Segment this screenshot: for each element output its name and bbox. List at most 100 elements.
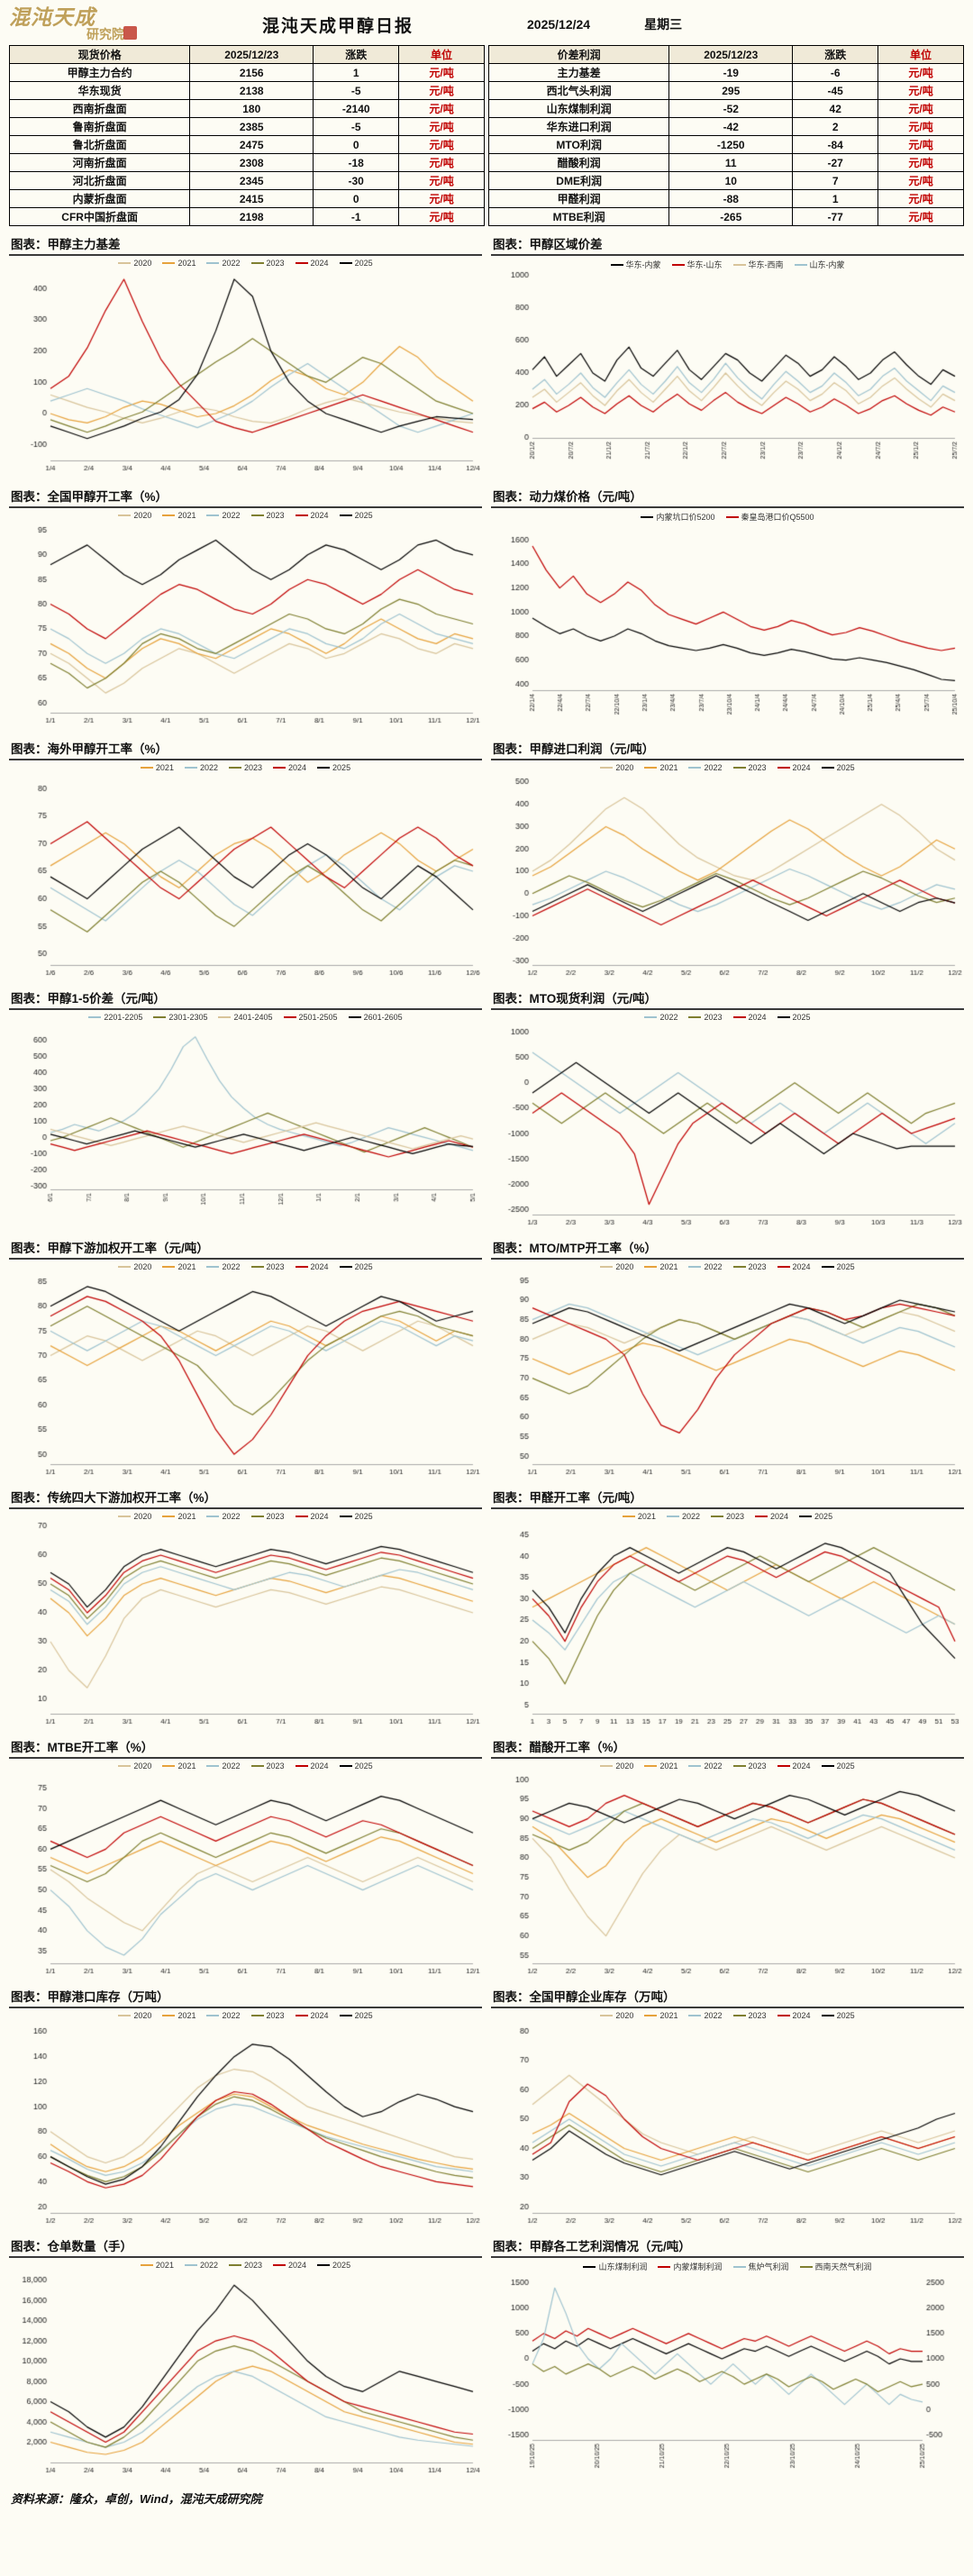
chart-title: 图表：甲醇主力基差 (9, 232, 482, 256)
chart-block-5: 图表：海外甲醇开工率（%） 2021 2022 2023 2024 2025 (9, 736, 482, 981)
unit-cell: 元/吨 (878, 63, 964, 82)
table-header-cell: 2025/12/23 (668, 45, 794, 64)
legend-marker-icon (777, 767, 790, 769)
legend-label: 2024 (310, 1761, 329, 1770)
company-logo: 混沌天成 研究院 (9, 7, 212, 42)
legend-label: 2024 (288, 2261, 307, 2270)
legend-item: 2025 (821, 2011, 855, 2020)
legend-item: 2020 (118, 1512, 151, 1521)
legend-marker-icon (218, 1016, 232, 1018)
report-weekday: 星期三 (644, 17, 683, 32)
chart-canvas (9, 1271, 482, 1480)
value-cell: 1 (313, 63, 400, 82)
value-cell: 10 (668, 171, 794, 190)
legend-marker-icon (273, 767, 286, 769)
legend-item: 2020 (118, 2011, 151, 2020)
chart-canvas (491, 270, 964, 479)
legend-item: 2024 (777, 1761, 811, 1770)
legend-marker-icon (140, 767, 153, 769)
value-cell: -5 (313, 117, 400, 136)
legend-marker-icon (777, 1266, 790, 1268)
legend-label: 2025 (332, 763, 351, 772)
chart-block-2: 图表：甲醇区域价差 华东-内蒙 华东-山东 华东-西南 山东-内蒙 (491, 232, 964, 479)
chart-block-17: 图表：仓单数量（手） 2021 2022 2023 2024 2025 (9, 2234, 482, 2481)
value-cell: -30 (313, 171, 400, 190)
legend-item: 2021 (162, 1512, 196, 1521)
value-cell: -42 (668, 117, 794, 136)
legend-label: 2021 (177, 259, 196, 268)
legend-marker-icon (644, 1765, 658, 1767)
label-cell: 华东进口利润 (487, 117, 670, 136)
table-header-cell: 单位 (398, 45, 485, 64)
legend-item: 2023 (688, 1013, 723, 1022)
chart-title: 图表：甲醛开工率（元/吨） (491, 1485, 964, 1509)
table-header-cell: 现货价格 (8, 45, 191, 64)
table-header-row: 现货价格 2025/12/23 涨跌 单位 (8, 45, 485, 64)
unit-cell: 元/吨 (398, 99, 485, 118)
legend-label: 2023 (266, 1761, 285, 1770)
legend-label: 2022 (222, 1262, 241, 1271)
legend-marker-icon (339, 1516, 352, 1517)
legend-item: 2021 (644, 1761, 677, 1770)
legend-item: 2024 (755, 1512, 788, 1521)
value-cell: 180 (189, 99, 314, 118)
table-row: 河北折盘面 2345 -30 元/吨 (8, 171, 485, 190)
chart-canvas (9, 772, 482, 981)
legend-item: 2501-2505 (283, 1013, 338, 1022)
legend-label: 2022 (704, 763, 723, 772)
legend-label: 2601-2605 (363, 1013, 403, 1022)
label-cell: 华东现货 (8, 81, 191, 100)
legend-label: 2023 (266, 259, 285, 268)
chart-canvas (491, 2020, 964, 2229)
legend-label: 2024 (288, 763, 307, 772)
chart-canvas (491, 772, 964, 981)
label-cell: 鲁南折盘面 (8, 117, 191, 136)
legend-label: 2021 (177, 511, 196, 520)
legend-item: 2022 (688, 1761, 723, 1770)
legend-marker-icon (600, 767, 614, 769)
label-cell: 内蒙折盘面 (8, 189, 191, 208)
legend-marker-icon (162, 1516, 176, 1517)
chart-canvas (9, 2270, 482, 2479)
legend-item: 2023 (732, 763, 767, 772)
legend-marker-icon (184, 2264, 197, 2266)
legend-marker-icon (600, 1266, 614, 1268)
legend-marker-icon (206, 262, 220, 264)
legend-label: 2023 (725, 1512, 745, 1521)
value-cell: -88 (668, 189, 794, 208)
legend-label: 2020 (133, 259, 152, 268)
table-row: MTO利润 -1250 -84 元/吨 (487, 135, 964, 154)
legend-item: 2020 (600, 763, 633, 772)
value-cell: -45 (792, 81, 879, 100)
legend-marker-icon (688, 2015, 702, 2016)
legend-marker-icon (162, 514, 176, 516)
legend-marker-icon (250, 2015, 264, 2016)
legend-label: 2023 (748, 1262, 767, 1271)
chart-block-10: 图表：MTO/MTP开工率（%） 2020 2021 2022 2023 2024 2025 (491, 1235, 964, 1480)
value-cell: 42 (792, 99, 879, 118)
value-cell: -19 (668, 63, 794, 82)
legend-marker-icon (600, 2015, 614, 2016)
value-cell: 2345 (189, 171, 314, 190)
table-row: 鲁北折盘面 2475 0 元/吨 (8, 135, 485, 154)
legend-item: 2025 (799, 1512, 832, 1521)
legend-label: 2023 (704, 1013, 723, 1022)
legend-marker-icon (671, 263, 685, 266)
legend-item: 2022 (206, 2011, 241, 2020)
chart-block-6: 图表：甲醇进口利润（元/吨） 2020 2021 2022 2023 2024 2025 (491, 736, 964, 981)
chart-canvas (9, 2020, 482, 2229)
value-cell: 11 (668, 153, 794, 172)
label-cell: 甲醇主力合约 (8, 63, 191, 82)
legend-label: 2021 (659, 1761, 678, 1770)
chart-block-12: 图表：甲醛开工率（元/吨） 2021 2022 2023 2024 2025 (491, 1485, 964, 1730)
legend-label: 山东煤制利润 (598, 2262, 648, 2271)
chart-block-7: 图表：甲醇1-5价差（元/吨） 2201-2205 2301-2305 2401-24… (9, 986, 482, 1231)
legend-item: 华东-内蒙 (610, 259, 661, 270)
value-cell: -77 (792, 207, 879, 226)
value-cell: 2 (792, 117, 879, 136)
legend-marker-icon (283, 1016, 296, 1018)
table-row: 山东煤制利润 -52 42 元/吨 (487, 99, 964, 118)
chart-legend: 内蒙坑口价5200 秦皇岛港口价Q5500 (491, 508, 964, 523)
report-date: 2025/12/24 (527, 17, 591, 32)
legend-marker-icon (794, 263, 807, 266)
